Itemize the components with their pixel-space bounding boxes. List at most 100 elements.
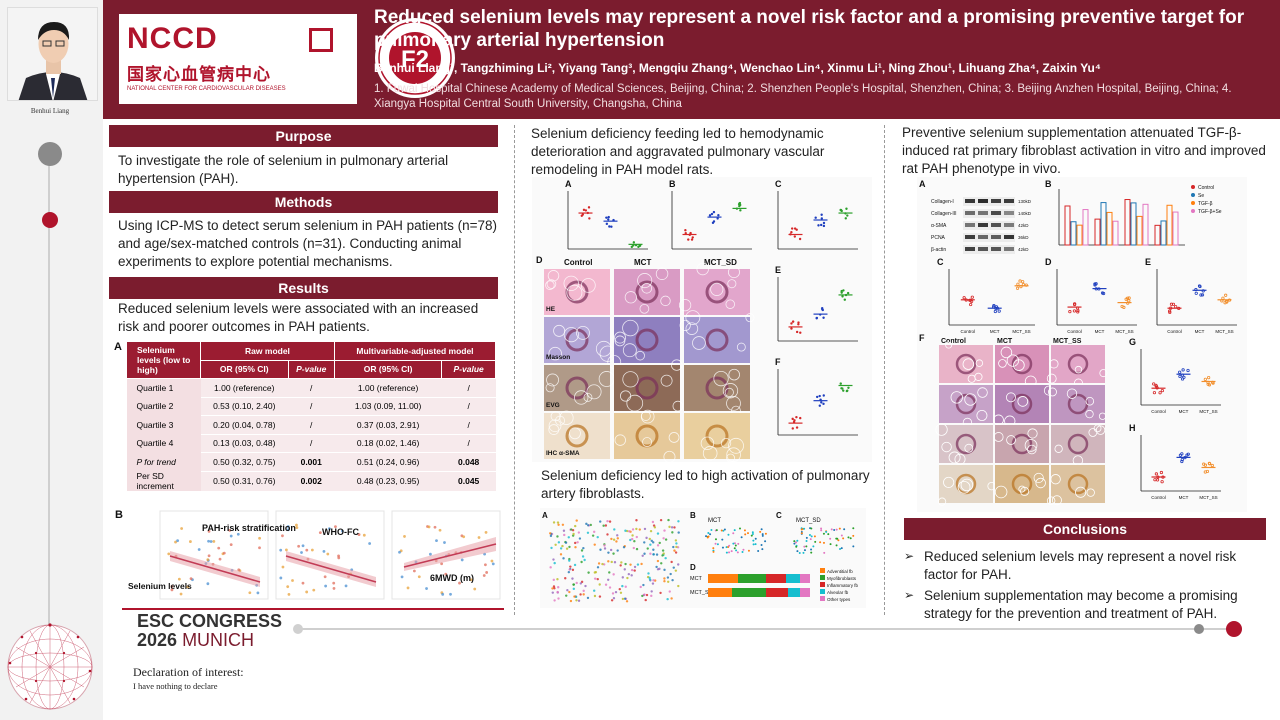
progress-dot-mid[interactable] bbox=[1194, 624, 1204, 634]
umap-point bbox=[656, 532, 660, 535]
umap-point bbox=[580, 560, 583, 564]
umap-point bbox=[670, 526, 674, 529]
scatter-point bbox=[291, 579, 294, 582]
umap-point bbox=[829, 543, 832, 546]
table-cell: Quartile 2 bbox=[126, 397, 201, 416]
umap-point bbox=[596, 566, 600, 569]
umap-point bbox=[556, 535, 559, 538]
tissue-alveolus bbox=[948, 451, 961, 464]
umap-point bbox=[629, 563, 632, 566]
bar bbox=[1076, 224, 1083, 246]
timeline-dot-red[interactable] bbox=[42, 212, 58, 228]
nccd-abbr: NCCD bbox=[127, 22, 218, 55]
umap-point bbox=[823, 551, 826, 554]
data-point bbox=[1127, 296, 1131, 300]
tissue-alveolus bbox=[725, 299, 735, 309]
umap-point bbox=[820, 529, 823, 532]
umap-point bbox=[609, 548, 613, 552]
scatter-point bbox=[332, 587, 336, 590]
umap-point bbox=[561, 544, 564, 548]
data-point bbox=[587, 206, 591, 209]
umap-point bbox=[664, 538, 668, 541]
timeline-dot-gray[interactable] bbox=[38, 142, 62, 166]
group-tick: MCT_SS bbox=[1012, 329, 1030, 334]
data-point bbox=[1158, 391, 1162, 395]
scatter-point bbox=[412, 569, 416, 573]
tissue-alveolus bbox=[1013, 359, 1025, 371]
umap-point bbox=[608, 520, 612, 523]
table-sub-p2: P-value bbox=[441, 359, 496, 379]
progress-dot-current[interactable] bbox=[1226, 621, 1242, 637]
tissue-alveolus bbox=[745, 313, 755, 323]
scatter-point bbox=[237, 568, 241, 572]
umap-point bbox=[663, 568, 666, 572]
tissue-alveolus bbox=[622, 343, 637, 358]
data-point bbox=[1182, 375, 1186, 379]
umap-point bbox=[648, 537, 651, 541]
umap-point bbox=[666, 597, 669, 601]
umap-point bbox=[568, 590, 571, 594]
data-point bbox=[841, 387, 844, 390]
umap-point bbox=[849, 537, 852, 540]
column-divider-1 bbox=[514, 125, 515, 615]
histology-image bbox=[995, 385, 1049, 423]
tissue-alveolus bbox=[671, 359, 683, 371]
umap-point bbox=[650, 539, 653, 542]
bar bbox=[1112, 220, 1119, 246]
scatter-point bbox=[485, 571, 489, 574]
table-cell: Per SD increment bbox=[126, 471, 201, 491]
blot-band bbox=[991, 223, 1001, 227]
blot-band bbox=[965, 235, 975, 239]
group-tick: Control bbox=[1151, 409, 1166, 414]
data-point bbox=[846, 291, 850, 295]
bar bbox=[1094, 218, 1101, 246]
tissue-alveolus bbox=[692, 336, 706, 350]
table-group-adjusted: Multivariable-adjusted model bbox=[333, 341, 497, 361]
tissue-alveolus bbox=[563, 275, 579, 292]
blot-strip bbox=[963, 233, 1015, 242]
histology-group-label: MCT bbox=[997, 338, 1013, 345]
umap-point bbox=[632, 546, 636, 550]
data-point bbox=[1094, 282, 1098, 286]
umap-point bbox=[599, 520, 602, 523]
blot-strip bbox=[963, 221, 1015, 230]
scatter-point bbox=[177, 577, 181, 581]
umap-point bbox=[577, 599, 581, 602]
umap-point bbox=[607, 560, 610, 563]
group-tick: MCT bbox=[1179, 495, 1189, 500]
umap-point bbox=[712, 547, 715, 550]
bar bbox=[1154, 224, 1161, 246]
umap-point bbox=[630, 568, 634, 572]
panel-letter: B bbox=[1045, 179, 1052, 189]
scatter-point bbox=[305, 548, 309, 552]
umap-point bbox=[557, 523, 560, 526]
progress-dot-start[interactable] bbox=[293, 624, 303, 634]
umap-point bbox=[583, 558, 586, 562]
umap-point bbox=[814, 540, 817, 543]
tissue-alveolus bbox=[660, 374, 673, 387]
vessel-ring bbox=[635, 280, 659, 304]
umap-point bbox=[652, 541, 655, 544]
data-point bbox=[840, 289, 843, 293]
tissue-alveolus bbox=[569, 427, 581, 440]
umap-point bbox=[649, 552, 652, 555]
legend-label: Inflammatory fb bbox=[827, 583, 859, 588]
data-point bbox=[1016, 282, 1020, 286]
stain-label: IHC α-SMA bbox=[546, 450, 580, 457]
vessel-ring bbox=[635, 328, 659, 352]
legend-swatch bbox=[820, 575, 825, 580]
tissue-alveolus bbox=[957, 480, 971, 494]
tissue-alveolus bbox=[545, 383, 555, 393]
umap-point bbox=[612, 538, 616, 541]
umap-figure: A B C MCT MCT_SD D MCT MCT_SD Adventitial fb Myof… bbox=[540, 508, 866, 608]
umap-point bbox=[557, 586, 560, 589]
umap-point bbox=[615, 540, 618, 543]
progress-track bbox=[297, 628, 1235, 630]
legend-marker bbox=[1191, 193, 1195, 197]
scatter-point bbox=[344, 584, 348, 588]
umap-point bbox=[551, 587, 554, 590]
data-point bbox=[839, 208, 843, 212]
umap-point bbox=[852, 534, 855, 537]
data-point bbox=[843, 298, 847, 301]
